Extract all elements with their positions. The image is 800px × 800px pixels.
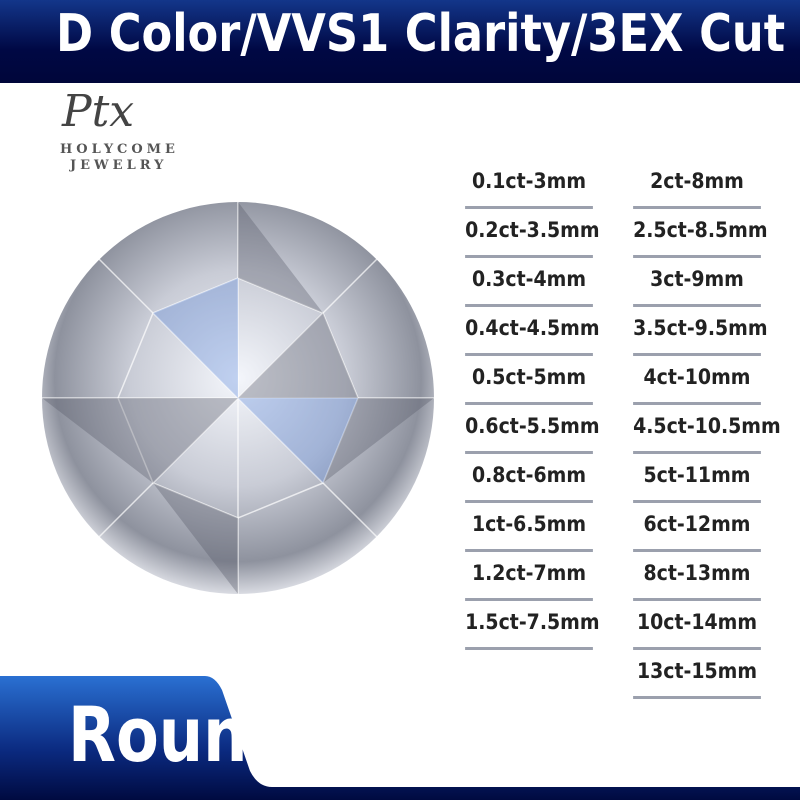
size-cell: 2ct-8mm xyxy=(633,160,761,209)
shape-tab-background xyxy=(0,676,800,800)
size-cell: 10ct-14mm xyxy=(633,601,761,650)
size-cell: 4.5ct-10.5mm xyxy=(633,405,781,454)
size-cell: 0.6ct-5.5mm xyxy=(465,405,600,454)
size-cell: 2.5ct-8.5mm xyxy=(633,209,768,258)
logo-line2: JEWELRY xyxy=(70,158,168,173)
brand-logo: Ptx HOLYCOME JEWELRY xyxy=(22,86,182,196)
size-cell: 0.8ct-6mm xyxy=(465,454,593,503)
size-column-left: 0.1ct-3mm 0.2ct-3.5mm 0.3ct-4mm 0.4ct-4.… xyxy=(458,160,600,650)
size-column-right: 2ct-8mm 2.5ct-8.5mm 3ct-9mm 3.5ct-9.5mm … xyxy=(626,160,781,699)
size-cell: 1.2ct-7mm xyxy=(465,552,593,601)
size-cell: 3.5ct-9.5mm xyxy=(633,307,768,356)
shape-label: Round xyxy=(68,690,293,779)
logo-script: Ptx xyxy=(62,86,135,137)
logo-line1: HOLYCOME xyxy=(60,142,179,157)
size-cell: 0.1ct-3mm xyxy=(465,160,593,209)
size-cell: 8ct-13mm xyxy=(633,552,761,601)
size-cell: 3ct-9mm xyxy=(633,258,761,307)
size-cell: 4ct-10mm xyxy=(633,356,761,405)
size-cell: 1ct-6.5mm xyxy=(465,503,593,552)
size-cell: 1.5ct-7.5mm xyxy=(465,601,600,650)
size-cell: 6ct-12mm xyxy=(633,503,761,552)
size-cell: 0.3ct-4mm xyxy=(465,258,593,307)
size-cell: 5ct-11mm xyxy=(633,454,761,503)
header-banner: D Color/VVS1 Clarity/3EX Cut xyxy=(0,0,800,83)
size-cell: 0.4ct-4.5mm xyxy=(465,307,600,356)
size-cell: 13ct-15mm xyxy=(633,650,761,699)
page-title: D Color/VVS1 Clarity/3EX Cut xyxy=(56,4,786,64)
size-cell: 0.5ct-5mm xyxy=(465,356,593,405)
size-cell: 0.2ct-3.5mm xyxy=(465,209,600,258)
round-diamond-image xyxy=(42,202,434,594)
